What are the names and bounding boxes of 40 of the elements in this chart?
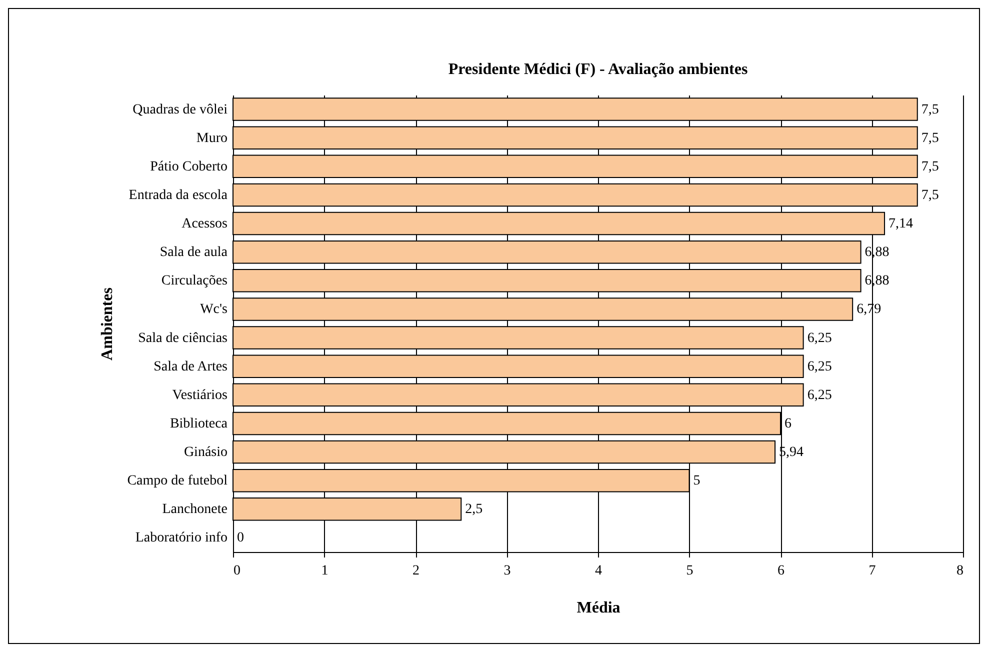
chart-title: Presidente Médici (F) - Avaliação ambientes <box>448 61 748 78</box>
x-tick-label: 8 <box>956 564 964 578</box>
data-label: 7,5 <box>921 188 939 203</box>
y-tick-label: Wc's <box>200 302 228 318</box>
x-tick-label: 4 <box>595 564 602 578</box>
data-label: 2,5 <box>465 502 483 518</box>
y-tick-label: Sala de Artes <box>154 359 228 374</box>
data-label: 0 <box>237 530 244 546</box>
y-axis-title: Ambientes <box>99 288 116 360</box>
data-label: 7,14 <box>888 216 914 232</box>
x-tick-label: 1 <box>321 564 328 578</box>
x-axis-title: Média <box>576 600 620 616</box>
data-label: 6,25 <box>807 359 832 374</box>
x-tick-label: 2 <box>412 564 420 578</box>
data-label: 7,5 <box>921 159 939 174</box>
data-label: 6,25 <box>807 388 832 403</box>
y-tick-label: Quadras de vôlei <box>132 102 228 118</box>
y-tick-label: Biblioteca <box>170 416 228 432</box>
y-tick-label: Sala de ciências <box>138 330 228 346</box>
data-label: 6,25 <box>807 330 832 346</box>
data-label: 7,5 <box>921 130 939 146</box>
y-tick-label: Pátio Coberto <box>150 159 228 174</box>
y-tick-label: Ginásio <box>184 445 228 460</box>
y-tick-label: Campo de futebol <box>127 474 228 489</box>
y-tick-label: Laboratório info <box>135 530 228 546</box>
x-tick-label: 6 <box>778 564 784 578</box>
y-tick-label: Entrada da escola <box>128 188 228 203</box>
data-label: 6 <box>784 416 792 432</box>
y-tick-label: Muro <box>196 130 228 146</box>
x-tick-label: 5 <box>686 564 694 578</box>
x-tick-label: 3 <box>504 564 511 578</box>
data-label: 5 <box>693 474 700 489</box>
y-tick-label: Sala de aula <box>160 245 228 260</box>
x-tick-label: 7 <box>868 564 876 578</box>
y-tick-label: Lanchonete <box>162 502 228 518</box>
y-tick-label: Circulações <box>161 274 228 289</box>
y-tick-label: Acessos <box>182 216 228 232</box>
x-tick-label: 0 <box>234 564 240 578</box>
y-tick-label: Vestiários <box>172 388 228 403</box>
data-label: 7,5 <box>921 102 939 118</box>
